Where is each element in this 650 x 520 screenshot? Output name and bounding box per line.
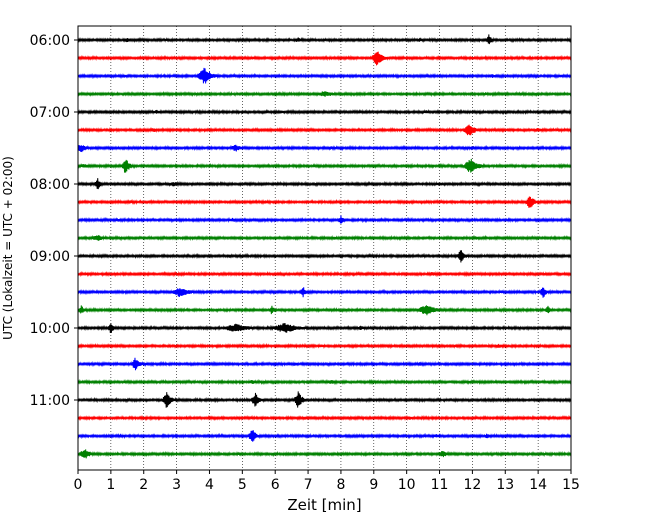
trace-line — [77, 414, 572, 422]
trace-line — [77, 178, 572, 190]
trace-line — [77, 234, 572, 242]
plot-frame — [77, 25, 572, 471]
trace-line — [77, 215, 572, 224]
trace-line — [77, 108, 572, 116]
x-tick-label: 5 — [238, 477, 247, 493]
vertical-grid — [110, 26, 539, 470]
x-tick-label: 14 — [529, 477, 547, 493]
x-tick-label: 12 — [463, 477, 481, 493]
trace-line — [77, 430, 572, 442]
y-tick-label: 11:00 — [30, 393, 70, 409]
x-tick-label: 8 — [336, 477, 345, 493]
y-tick-label: 07:00 — [30, 105, 70, 121]
trace-line — [77, 90, 572, 98]
x-tick-label: 2 — [139, 477, 148, 493]
x-tick-label: 6 — [271, 477, 280, 493]
trace-line — [77, 51, 572, 66]
x-axis-ticks: 0 1 2 3 4 5 6 7 8 9 10 11 12 13 14 15 — [74, 470, 580, 493]
trace-line — [77, 250, 572, 263]
x-tick-label: 0 — [74, 477, 83, 493]
trace-line — [77, 323, 572, 334]
x-tick-label: 15 — [562, 477, 580, 493]
x-tick-label: 1 — [106, 477, 115, 493]
x-tick-label: 11 — [431, 477, 449, 493]
trace-line — [77, 391, 572, 408]
trace-line — [77, 287, 572, 298]
x-tick-label: 10 — [398, 477, 416, 493]
trace-line — [77, 305, 572, 316]
trace-line — [77, 196, 572, 208]
y-tick-label: 09:00 — [30, 249, 70, 265]
y-axis-ticks: 06:00 07:00 08:00 09:00 10:00 11:00 — [30, 33, 78, 409]
x-tick-label: 4 — [205, 477, 214, 493]
trace-line — [77, 144, 572, 153]
trace-line — [77, 34, 572, 45]
y-tick-label: 08:00 — [30, 177, 70, 193]
x-tick-label: 3 — [172, 477, 181, 493]
trace-line — [77, 158, 572, 173]
x-tick-label: 7 — [304, 477, 313, 493]
trace-line — [77, 124, 572, 136]
y-axis-label: UTC (Lokalzeit = UTC + 02:00) — [1, 156, 15, 340]
y-tick-label: 06:00 — [30, 33, 70, 49]
seismic-traces — [77, 34, 572, 459]
x-axis-label: Zeit [min] — [287, 496, 361, 514]
trace-line — [77, 67, 572, 84]
trace-line — [77, 342, 572, 350]
trace-line — [77, 449, 572, 459]
x-tick-label: 13 — [496, 477, 514, 493]
trace-line — [77, 357, 572, 371]
x-tick-label: 9 — [369, 477, 378, 493]
y-tick-label: 10:00 — [30, 321, 70, 337]
trace-line — [77, 378, 572, 386]
trace-line — [77, 270, 572, 278]
